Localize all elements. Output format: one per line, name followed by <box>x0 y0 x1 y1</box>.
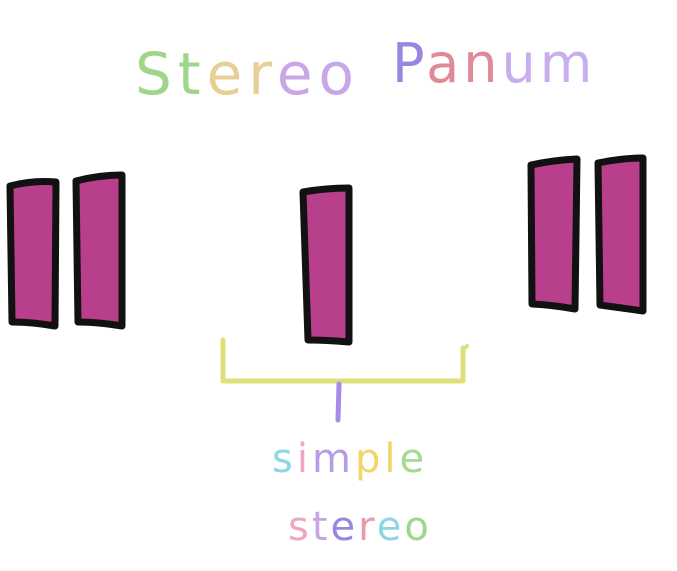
title-stereo-letter: e <box>207 40 249 108</box>
bracket <box>220 337 466 384</box>
label-stereo-letter: e <box>377 504 405 550</box>
left-bar-pair <box>6 171 126 330</box>
label-simple-letter: l <box>384 436 399 482</box>
bracket-tick <box>461 344 469 352</box>
label-simple-letter: i <box>297 436 312 482</box>
title-stereo: Stereo <box>135 40 360 108</box>
title-panum-letter: u <box>501 32 539 95</box>
label-stereo-letter: o <box>404 504 431 550</box>
label-stereo-letter: r <box>358 504 377 550</box>
label-simple: simple <box>272 436 428 482</box>
bar-left-1 <box>6 178 60 330</box>
bar-right-1 <box>527 155 581 313</box>
title-panum-letter: a <box>426 32 463 95</box>
title-stereo-letter: S <box>135 40 178 108</box>
label-stereo-letter: s <box>288 504 312 550</box>
title-panum-letter: n <box>463 32 501 95</box>
bar-right-2 <box>594 154 647 315</box>
title-stereo-letter: t <box>178 40 207 108</box>
bracket-stem <box>335 381 342 423</box>
label-simple-letter: p <box>355 436 384 482</box>
label-simple-letter: e <box>399 436 428 482</box>
label-stereo-letter: e <box>331 504 359 550</box>
title-panum-letter: P <box>392 32 426 95</box>
label-simple-letter: s <box>272 436 297 482</box>
right-bar-pair <box>527 154 647 315</box>
title-stereo-letter: r <box>248 40 277 108</box>
title-stereo-letter: o <box>319 40 361 108</box>
title-panum: Panum <box>392 32 596 95</box>
bar-left-2 <box>72 171 126 330</box>
bar-center <box>299 184 353 346</box>
label-stereo: stereo <box>288 504 432 550</box>
label-simple-letter: m <box>312 436 355 482</box>
title-stereo-letter: e <box>277 40 319 108</box>
label-stereo-letter: t <box>312 504 331 550</box>
title-panum-letter: m <box>540 32 597 95</box>
